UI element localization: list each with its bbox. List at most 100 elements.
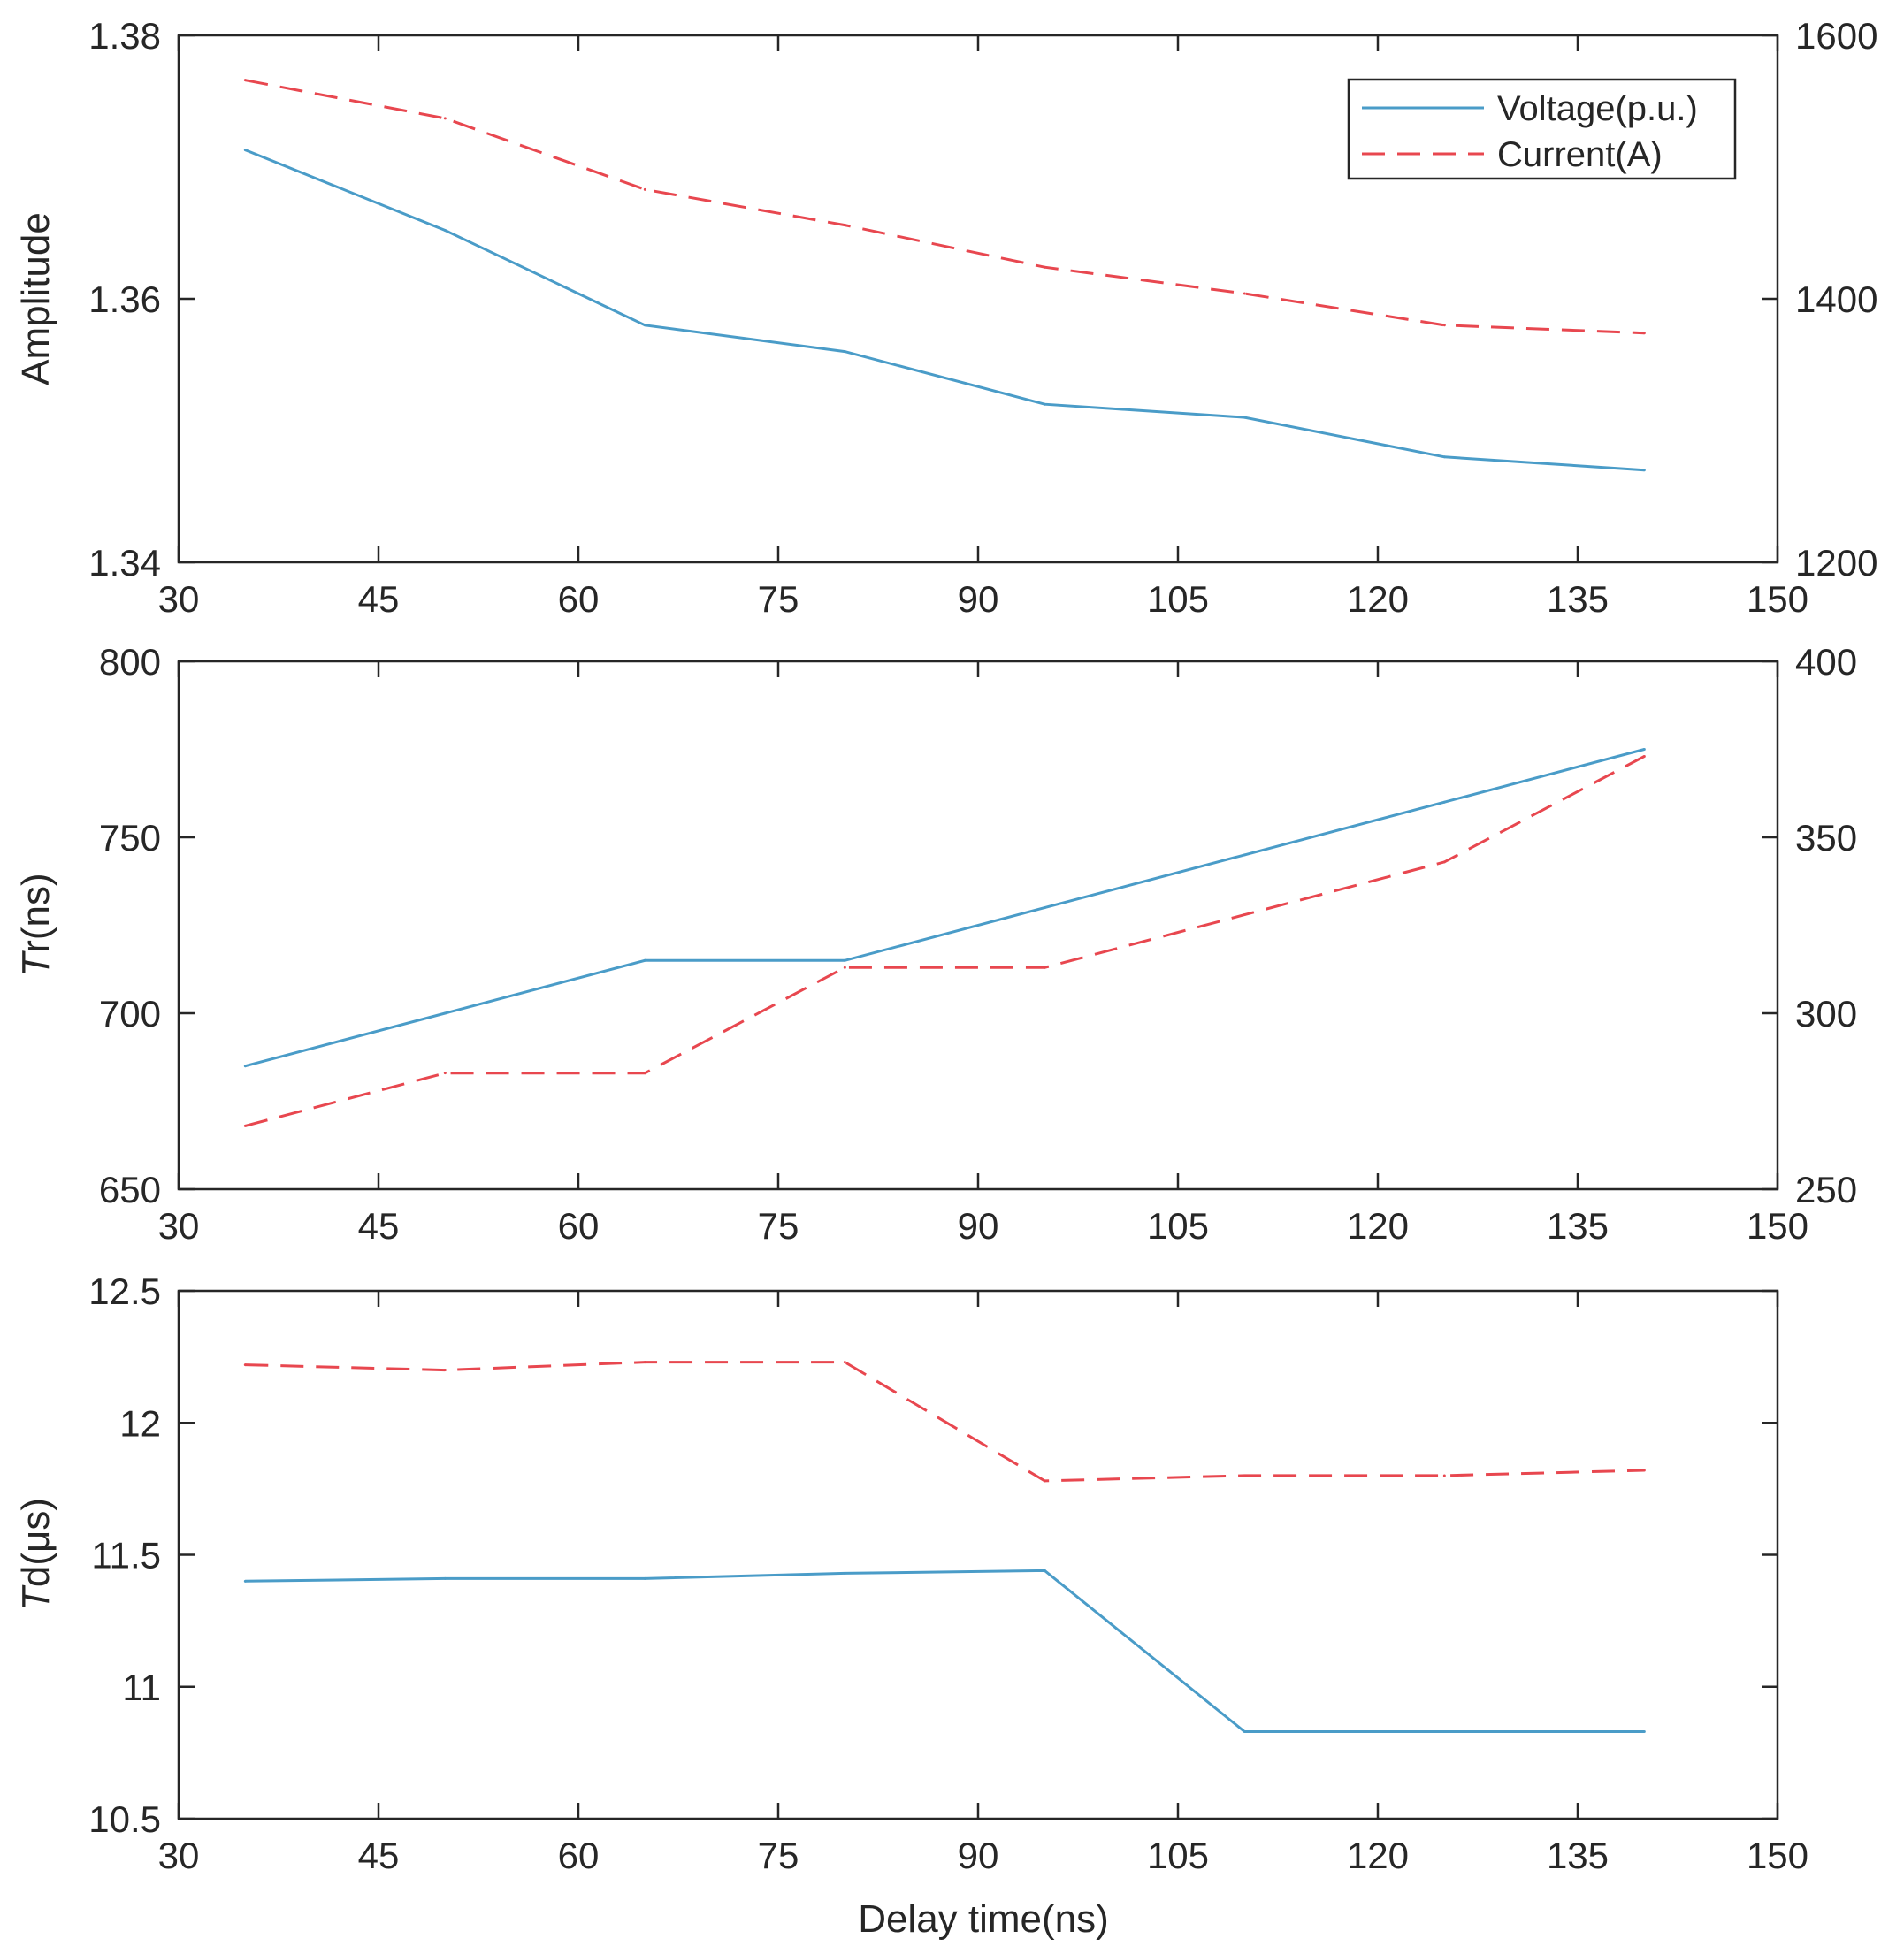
series-line-voltage-p-u (244, 149, 1645, 472)
data-point-current-a (843, 1361, 846, 1364)
x-tick-label: 105 (1147, 1205, 1209, 1247)
series-line-current-a (245, 79, 1645, 335)
plot-area-2 (177, 1289, 1779, 1820)
series-line-current-a (244, 755, 1646, 1127)
y-tick-label: 650 (99, 1169, 161, 1210)
data-point-voltage-p-u (1442, 455, 1446, 459)
data-point-voltage-p-u (843, 1571, 846, 1575)
y-axis-label-rest: d(μs) (14, 1498, 57, 1587)
data-point-voltage-p-u (1243, 853, 1246, 857)
y-tick-label: 1.34 (88, 542, 161, 584)
data-point-current-a (1442, 1474, 1446, 1477)
data-point-voltage-p-u (1642, 1729, 1646, 1733)
x-tick-label: 45 (358, 1835, 400, 1876)
data-point-current-a (843, 966, 846, 969)
x-tick-label: 60 (558, 578, 600, 620)
y-tick-label: 10.5 (88, 1798, 161, 1840)
data-point-current-a (843, 224, 846, 227)
data-point-current-a (1243, 1474, 1246, 1477)
x-tick-label: 60 (558, 1835, 600, 1876)
data-point-current-a (1642, 332, 1646, 335)
data-point-voltage-p-u (643, 324, 646, 327)
data-point-voltage-p-u (1442, 1729, 1446, 1733)
x-tick-label: 60 (558, 1205, 600, 1247)
data-point-current-a (1043, 265, 1046, 269)
legend-voltage-label: Voltage(p.u.) (1497, 89, 1698, 128)
y-axis-label-rest: r(ns) (14, 873, 57, 952)
data-point-current-a (1442, 860, 1446, 864)
data-point-current-a (1243, 292, 1246, 295)
y2-tick-label: 1600 (1795, 15, 1877, 57)
data-point-current-a (1043, 966, 1046, 969)
series-line-current-a (245, 1361, 1645, 1483)
x-tick-label: 30 (158, 1835, 200, 1876)
y2-tick-label: 300 (1795, 993, 1857, 1034)
x-tick-label: 135 (1547, 1205, 1609, 1247)
data-point-current-a (243, 79, 247, 82)
x-tick-label: 120 (1347, 578, 1409, 620)
delay-panel: 30 45 60 75 90 105 120 135 150 10.5 11 11.5 12 12.5 Td… (14, 1271, 1808, 1876)
data-point-current-a (1442, 324, 1446, 327)
data-point-current-a (643, 1072, 646, 1075)
y-axis-label-symbol: T (14, 950, 57, 977)
legend-box (1347, 78, 1737, 180)
y-tick-label: 800 (99, 641, 161, 683)
data-point-voltage-p-u (443, 1011, 447, 1015)
data-point-voltage-p-u (1243, 416, 1246, 419)
y-tick-label: 12.5 (88, 1271, 161, 1312)
data-point-voltage-p-u (1442, 800, 1446, 804)
data-point-current-a (1243, 913, 1246, 917)
data-point-voltage-p-u (1642, 748, 1646, 751)
y2-tick-label: 250 (1795, 1169, 1857, 1210)
data-point-voltage-p-u (443, 1576, 447, 1580)
x-tick-label: 90 (958, 1835, 999, 1876)
y-tick-label: 11.5 (91, 1535, 161, 1576)
data-point-current-a (643, 1361, 646, 1364)
data-point-voltage-p-u (643, 1576, 646, 1580)
data-point-current-a (243, 1363, 247, 1367)
amplitude-panel: 30 45 60 75 90 105 120 135 150 1.34 1.36 1.38 1200 14… (14, 15, 1877, 620)
x-tick-label: 75 (758, 578, 799, 620)
y-tick-label: 1.38 (88, 15, 161, 57)
y-tick-label: 11 (122, 1667, 161, 1708)
y2-tick-label: 350 (1795, 817, 1857, 859)
data-point-current-a (243, 1124, 247, 1127)
data-point-voltage-p-u (243, 149, 247, 152)
y-axis-label-1: Tr(ns) (14, 873, 57, 976)
y2-tick-label: 1400 (1795, 279, 1877, 320)
x-tick-label: 45 (358, 1205, 400, 1247)
x-tick-label: 75 (758, 1205, 799, 1247)
data-point-voltage-p-u (443, 229, 447, 233)
series-line-voltage-p-u (244, 748, 1645, 1068)
y-axis-label-symbol: T (14, 1584, 57, 1611)
data-point-voltage-p-u (1043, 1569, 1046, 1572)
x-tick-label: 45 (358, 578, 400, 620)
data-point-voltage-p-u (1243, 1729, 1246, 1733)
data-point-current-a (443, 117, 447, 120)
x-tick-label: 30 (158, 578, 200, 620)
data-point-current-a (1043, 1479, 1046, 1483)
x-tick-label: 120 (1347, 1835, 1409, 1876)
x-tick-label: 105 (1147, 578, 1209, 620)
x-tick-label: 120 (1347, 1205, 1409, 1247)
data-point-current-a (1642, 1469, 1646, 1472)
y-axis-label-0: Amplitude (14, 212, 57, 385)
data-point-voltage-p-u (643, 958, 646, 962)
y-tick-label: 1.36 (88, 279, 161, 320)
data-point-voltage-p-u (1043, 402, 1046, 406)
data-point-current-a (643, 187, 646, 191)
y-tick-label: 700 (99, 993, 161, 1034)
x-tick-label: 90 (958, 1205, 999, 1247)
rise-time-panel: 30 45 60 75 90 105 120 135 150 650 700 750 800 250 300… (14, 641, 1857, 1247)
x-tick-label: 150 (1747, 578, 1808, 620)
x-tick-label: 30 (158, 1205, 200, 1247)
data-point-voltage-p-u (243, 1065, 247, 1068)
x-tick-label: 90 (958, 578, 999, 620)
x-tick-label: 150 (1747, 1205, 1808, 1247)
y-tick-label: 12 (119, 1402, 161, 1444)
x-tick-label: 75 (758, 1835, 799, 1876)
data-point-current-a (1642, 754, 1646, 758)
data-point-voltage-p-u (843, 958, 846, 962)
data-point-current-a (443, 1072, 447, 1075)
